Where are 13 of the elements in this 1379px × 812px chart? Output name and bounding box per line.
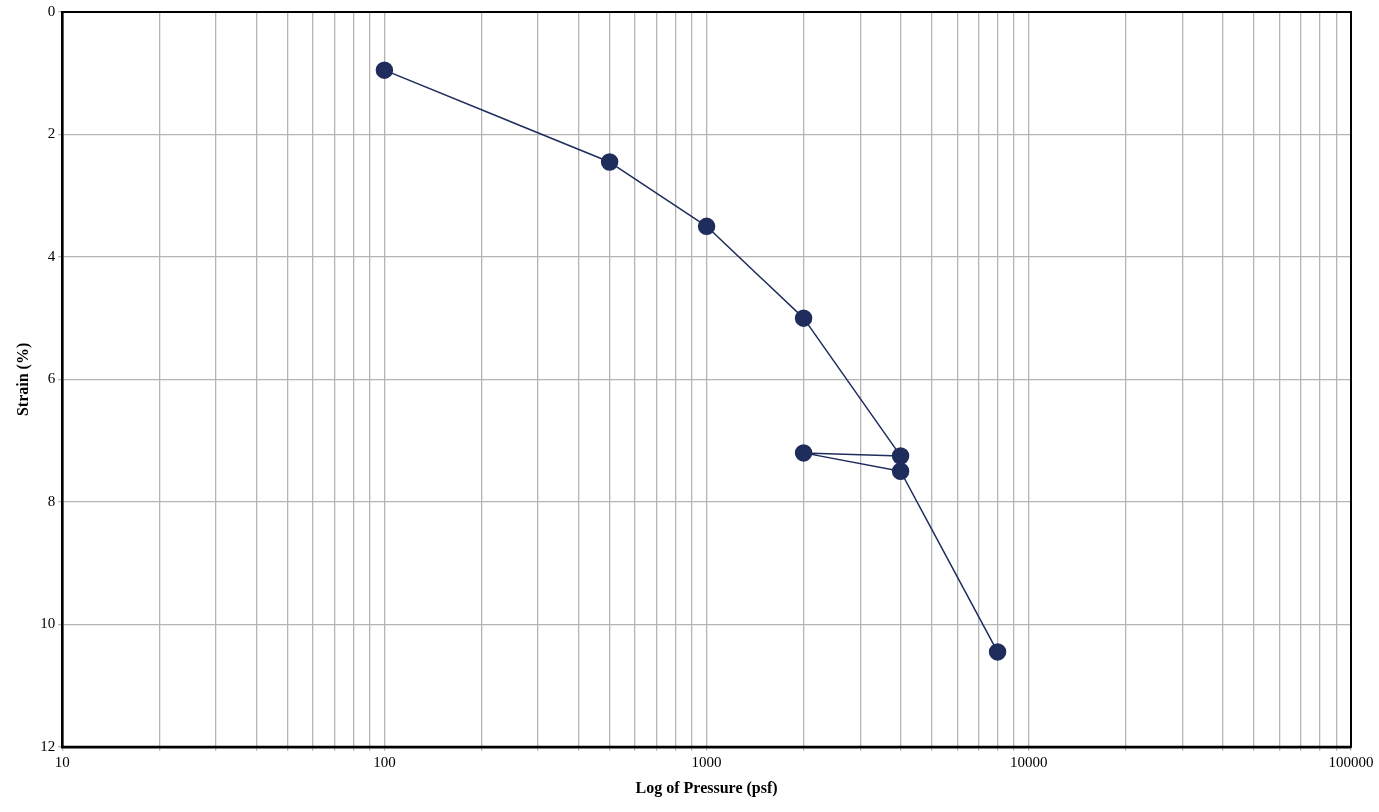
y-tick-label: 2 (47, 125, 56, 142)
x-tick-label: 100 (373, 753, 396, 770)
x-axis-title: Log of Pressure (psf) (635, 778, 778, 797)
x-tick-label: 1000 (691, 753, 722, 770)
x-tick-label: 10000 (1010, 753, 1048, 770)
y-tick-label: 8 (47, 492, 56, 509)
y-axis-title: Strain (%) (13, 342, 32, 417)
y-tick-label: 12 (40, 737, 56, 754)
y-tick-label: 10 (40, 615, 56, 632)
y-tick-label: 4 (47, 247, 56, 264)
y-tick-label: 6 (47, 370, 56, 387)
y-tick-label: 0 (47, 2, 56, 19)
x-tick-label: 100000 (1328, 753, 1374, 770)
